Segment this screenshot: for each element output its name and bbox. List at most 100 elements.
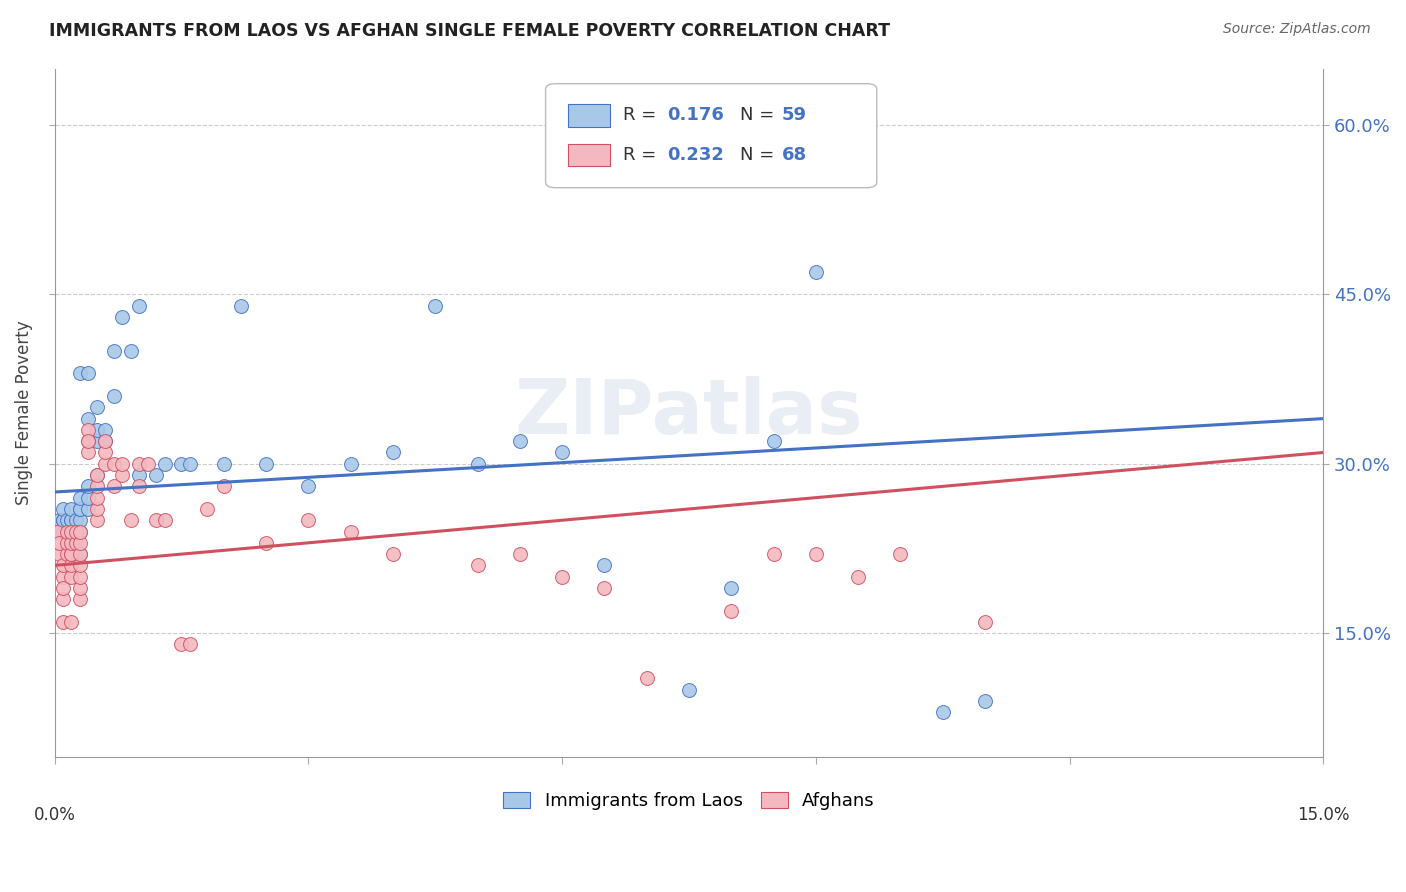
Point [48,513,70,527]
Point [77,445,100,459]
Point [804,265,827,279]
Text: R =: R = [623,106,662,124]
Point [77,434,100,449]
Point [179,637,201,651]
Point [170,457,193,471]
Point [889,547,911,561]
Point [128,457,150,471]
Point [69,547,91,561]
Point [103,457,125,471]
Point [86,491,108,505]
Point [145,513,167,527]
Point [60,513,83,527]
Point [636,671,658,685]
Point [195,502,218,516]
Point [212,479,235,493]
Point [69,570,91,584]
Point [60,547,83,561]
Point [254,457,277,471]
Point [52,524,75,539]
Point [86,513,108,527]
Point [60,513,83,527]
Point [762,434,785,449]
Point [339,524,361,539]
Point [551,445,574,459]
Point [111,468,134,483]
Point [77,434,100,449]
Point [52,513,75,527]
Point [52,513,75,527]
Point [65,513,87,527]
Point [467,558,489,573]
Text: N =: N = [740,106,780,124]
Point [52,558,75,573]
Point [69,558,91,573]
Point [381,547,404,561]
Point [52,502,75,516]
Point [52,581,75,595]
Point [69,581,91,595]
Y-axis label: Single Female Poverty: Single Female Poverty [15,320,32,505]
Point [593,558,616,573]
Point [297,513,319,527]
Point [77,502,100,516]
Point [297,479,319,493]
Point [94,423,117,437]
Point [86,423,108,437]
Point [69,367,91,381]
Point [111,310,134,324]
Text: R =: R = [623,145,662,163]
Point [77,423,100,437]
Point [212,457,235,471]
Point [69,491,91,505]
Point [60,524,83,539]
Point [254,536,277,550]
Legend: Immigrants from Laos, Afghans: Immigrants from Laos, Afghans [496,785,882,817]
Point [153,513,176,527]
Text: 68: 68 [782,145,807,163]
Point [381,445,404,459]
Point [94,434,117,449]
Point [229,299,252,313]
Point [467,457,489,471]
Point [86,468,108,483]
Point [52,570,75,584]
Point [69,524,91,539]
Point [103,389,125,403]
Text: Source: ZipAtlas.com: Source: ZipAtlas.com [1223,22,1371,37]
Point [48,547,70,561]
Point [94,457,117,471]
Point [145,468,167,483]
Point [86,401,108,415]
Point [425,299,447,313]
Point [974,615,997,629]
Point [69,524,91,539]
Point [846,570,869,584]
Point [111,457,134,471]
Point [128,479,150,493]
Point [60,502,83,516]
Point [69,513,91,527]
Point [65,524,87,539]
Point [86,479,108,493]
Point [77,479,100,493]
Point [120,343,142,358]
Point [60,558,83,573]
Text: IMMIGRANTS FROM LAOS VS AFGHAN SINGLE FEMALE POVERTY CORRELATION CHART: IMMIGRANTS FROM LAOS VS AFGHAN SINGLE FE… [49,22,890,40]
Point [77,491,100,505]
Point [69,536,91,550]
Point [153,457,176,471]
Point [86,468,108,483]
Point [65,524,87,539]
Point [69,547,91,561]
Point [86,434,108,449]
Point [60,547,83,561]
Point [120,513,142,527]
Point [128,299,150,313]
Point [136,457,159,471]
Point [103,479,125,493]
Text: 0.176: 0.176 [668,106,724,124]
Text: N =: N = [740,145,780,163]
Text: 59: 59 [782,106,807,124]
Point [60,570,83,584]
